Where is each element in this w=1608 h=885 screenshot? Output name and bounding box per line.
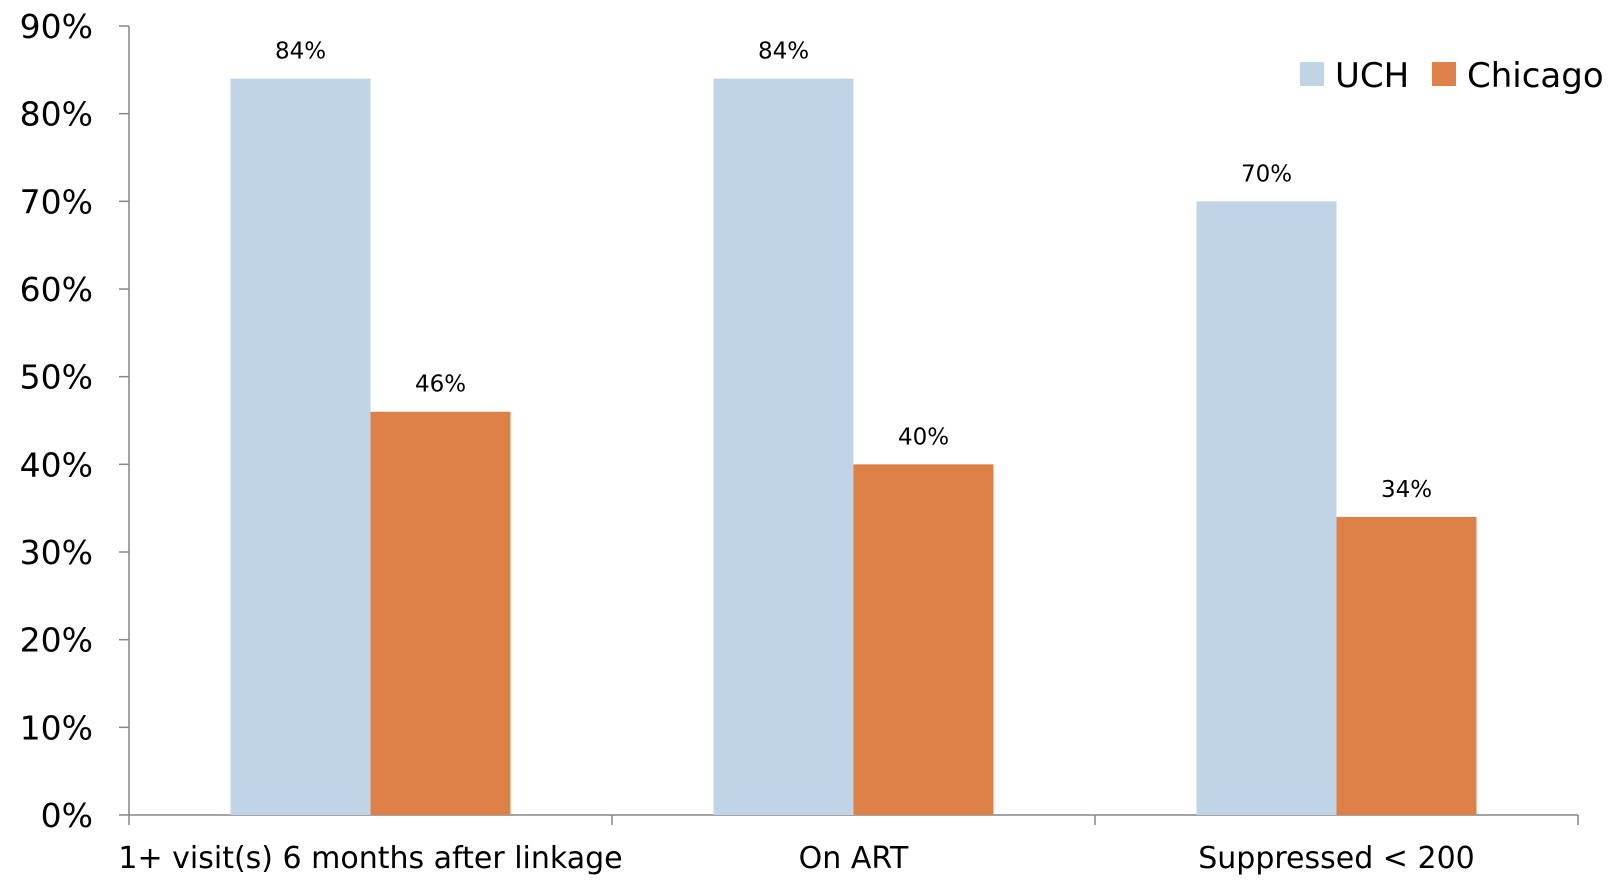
- data-labels: 84% 46% 84% 40% 70% 34%: [275, 39, 1432, 503]
- data-label-chicago-1: 40%: [898, 424, 949, 450]
- data-label-uch-1: 84%: [758, 39, 809, 65]
- y-tick-label: 50%: [20, 358, 93, 397]
- bar-chicago-2: [1336, 516, 1477, 815]
- bar-uch-2: [1196, 201, 1337, 816]
- y-tick-label: 90%: [20, 7, 93, 46]
- legend-swatch-chicago: [1432, 62, 1456, 86]
- x-category-label: On ART: [799, 841, 909, 876]
- data-label-chicago-0: 46%: [415, 372, 466, 398]
- y-tick-label: 40%: [20, 445, 93, 484]
- data-label-uch-2: 70%: [1241, 161, 1292, 187]
- y-tick-label: 10%: [20, 708, 93, 747]
- y-tick-label: 20%: [20, 621, 93, 660]
- y-axis: 0% 10% 20% 30% 40% 50% 60% 70% 80% 90%: [20, 7, 130, 835]
- x-axis: 1+ visit(s) 6 months after linkage On ART…: [118, 814, 1579, 876]
- y-tick-label: 30%: [20, 533, 93, 572]
- y-tick-label: 0%: [41, 796, 93, 835]
- data-label-chicago-2: 34%: [1381, 477, 1432, 503]
- legend-label-chicago: Chicago: [1467, 56, 1604, 96]
- y-tick-label: 80%: [20, 95, 93, 134]
- y-tick-label: 60%: [20, 270, 93, 309]
- legend-label-uch: UCH: [1335, 56, 1409, 96]
- legend: UCH Chicago: [1300, 56, 1604, 96]
- legend-swatch-uch: [1300, 62, 1324, 86]
- x-category-label: Suppressed < 200: [1198, 841, 1475, 876]
- data-label-uch-0: 84%: [275, 39, 326, 65]
- bar-chicago-1: [853, 464, 994, 815]
- x-category-label: 1+ visit(s) 6 months after linkage: [118, 841, 622, 876]
- bar-uch-1: [713, 78, 854, 816]
- bar-chicago-0: [370, 411, 511, 815]
- bar-uch-0: [230, 78, 371, 816]
- y-tick-label: 70%: [20, 182, 93, 221]
- bars: [230, 78, 1477, 816]
